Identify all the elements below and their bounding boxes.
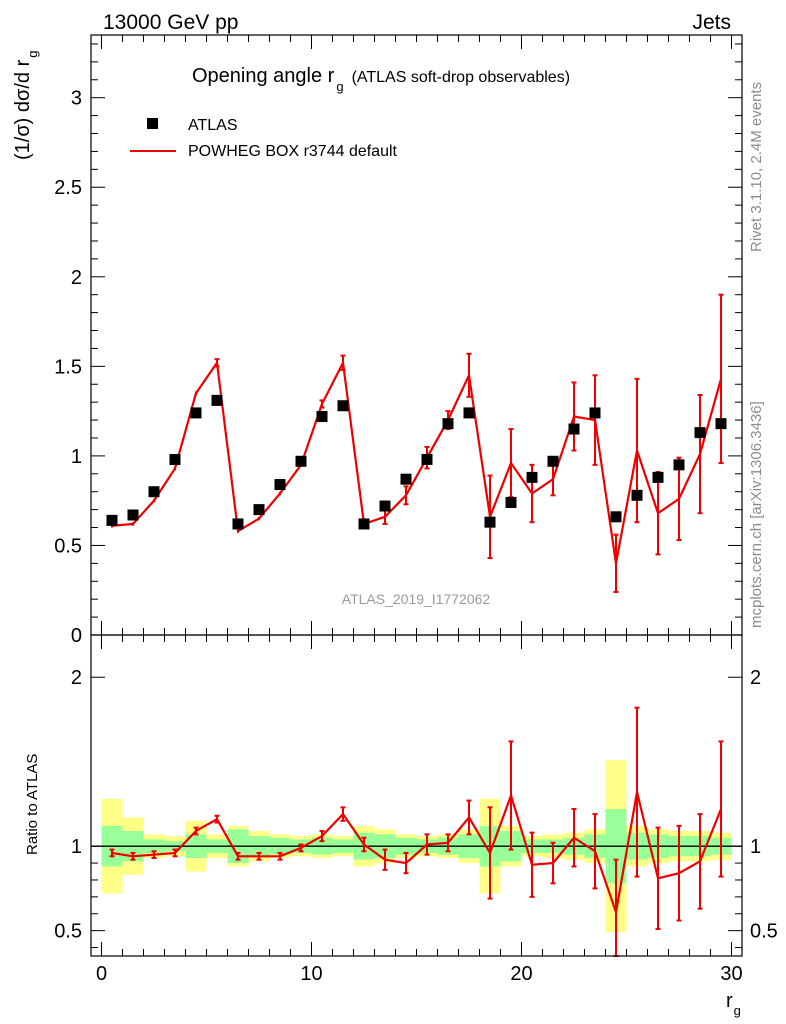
data-point	[484, 516, 496, 528]
ratio-y-tick-label-right: 0.5	[750, 921, 778, 943]
data-point	[379, 500, 391, 512]
data-point	[169, 453, 181, 465]
data-point	[442, 418, 454, 430]
data-point	[421, 453, 433, 465]
header-left: 13000 GeV pp	[103, 11, 238, 34]
x-tick-label: 10	[300, 963, 322, 985]
main-axes: 0 0.5 1 1.5 2 2.5 3	[54, 35, 742, 647]
data-point	[274, 479, 286, 491]
data-point	[547, 455, 559, 467]
data-point	[127, 509, 139, 521]
data-point	[694, 427, 706, 439]
main-plot-area	[106, 293, 727, 594]
legend-data-marker	[147, 118, 158, 129]
plot-title-suffix: (ATLAS soft-drop observables)	[352, 69, 570, 86]
mc-line	[111, 359, 723, 564]
ratio-plot-area	[91, 706, 742, 957]
data-point	[673, 459, 685, 471]
legend-mc-label: POWHEG BOX r3744 default	[188, 143, 398, 160]
ratio-xlabel-text: r	[726, 990, 733, 1012]
data-point	[358, 518, 370, 530]
side-label-mcplots: mcplots.cern.ch [arXiv:1306.3436]	[748, 401, 765, 628]
data-point	[148, 486, 160, 498]
y-tick-label: 3	[71, 88, 82, 110]
y-tick-label: 0.5	[54, 535, 82, 557]
header-right: Jets	[692, 11, 731, 34]
data-point	[253, 504, 265, 516]
y-tick-label: 1.5	[54, 356, 82, 378]
ratio-y-tick-label-right: 1	[750, 836, 761, 858]
ratio-y-tick-label: 0.5	[54, 921, 82, 943]
ratio-panel: 0 10 20 30 0.5 0.5 1 1 2 2 Ratio to ATLAS rg	[24, 634, 778, 1018]
main-ylabel: (1/σ) dσ/d rg	[12, 51, 40, 161]
data-point	[400, 473, 412, 485]
data-point	[316, 410, 328, 422]
ratio-y-tick-label-right: 2	[750, 667, 761, 689]
ratio-ylabel: Ratio to ATLAS	[24, 754, 41, 855]
x-tick-label: 0	[96, 963, 107, 985]
data-point	[505, 496, 517, 508]
ratio-y-tick-label: 1	[71, 836, 82, 858]
y-tick-label: 0	[71, 625, 82, 647]
y-tick-label: 2.5	[54, 177, 82, 199]
data-point	[526, 471, 538, 483]
x-tick-label: 20	[510, 963, 532, 985]
plot-title: Opening angle r g (ATLAS soft-drop observa…	[192, 65, 570, 94]
main-ylabel-text: (1/σ) dσ/d r	[12, 59, 34, 160]
data-point	[631, 489, 643, 501]
data-point	[190, 407, 202, 419]
data-point	[232, 518, 244, 530]
data-point	[715, 418, 727, 430]
data-point	[211, 394, 223, 406]
data-point	[337, 400, 349, 412]
plot-title-sub: g	[336, 79, 343, 94]
y-tick-label: 1	[71, 446, 82, 468]
ratio-axes: 0 10 20 30 0.5 0.5 1 1 2 2	[54, 635, 778, 985]
data-point	[295, 455, 307, 467]
x-tick-label: 30	[720, 963, 742, 985]
data-point	[589, 407, 601, 419]
ratio-mc-line	[111, 791, 723, 917]
ratio-y-tick-label: 2	[71, 667, 82, 689]
main-ylabel-sub: g	[25, 51, 40, 58]
ratio-frame	[90, 634, 743, 957]
ratio-xlabel: rg	[726, 990, 741, 1018]
data-point	[610, 511, 622, 523]
watermark: ATLAS_2019_I1772062	[342, 591, 491, 607]
data-point	[463, 407, 475, 419]
main-panel: 00.511.522.53 Opening angle r g(ATLAS sof…	[12, 34, 743, 647]
legend: ATLAS POWHEG BOX r3744 default	[130, 117, 398, 160]
legend-data-label: ATLAS	[188, 117, 238, 134]
side-label-rivet: Rivet 3.1.10, 2.4M events	[748, 82, 765, 252]
ratio-xlabel-sub: g	[734, 1003, 741, 1018]
data-point	[568, 423, 580, 435]
data-point	[106, 514, 118, 526]
plot-title-main: Opening angle r	[192, 65, 335, 87]
y-tick-label: 2	[71, 267, 82, 289]
data-point	[652, 471, 664, 483]
